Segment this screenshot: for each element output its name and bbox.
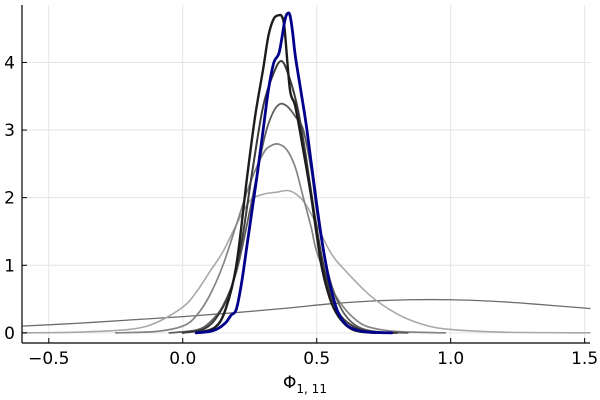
x-tick-label: 1.0 <box>437 349 464 369</box>
y-tick-label: 0 <box>4 324 15 344</box>
y-tick-label: 4 <box>4 53 15 73</box>
x-tick-label: 0.0 <box>169 349 196 369</box>
series-line-2 <box>21 189 591 334</box>
grid <box>22 5 590 343</box>
x-tick-label: 0.5 <box>303 349 330 369</box>
y-tick-label: 3 <box>4 121 15 141</box>
series-line-7 <box>194 11 394 335</box>
series-line-3 <box>114 143 447 334</box>
y-tick-label: 1 <box>4 256 15 276</box>
series-group <box>21 11 591 335</box>
axes <box>21 5 590 344</box>
ticks: −0.5 0.0 0.5 1.0 1.5 0 1 2 3 4 <box>4 53 598 369</box>
x-axis-label: Φ1, 11 <box>283 373 327 396</box>
x-tick-label: −0.5 <box>28 349 69 369</box>
y-tick-label: 2 <box>4 189 15 209</box>
x-axis-label-subscript: 1, 11 <box>296 382 327 396</box>
series-line-5 <box>181 59 399 334</box>
series-line-1 <box>21 298 591 327</box>
x-axis-label-main: Φ <box>283 373 296 393</box>
x-tick-label: 1.5 <box>571 349 598 369</box>
series-line-4 <box>168 102 409 334</box>
